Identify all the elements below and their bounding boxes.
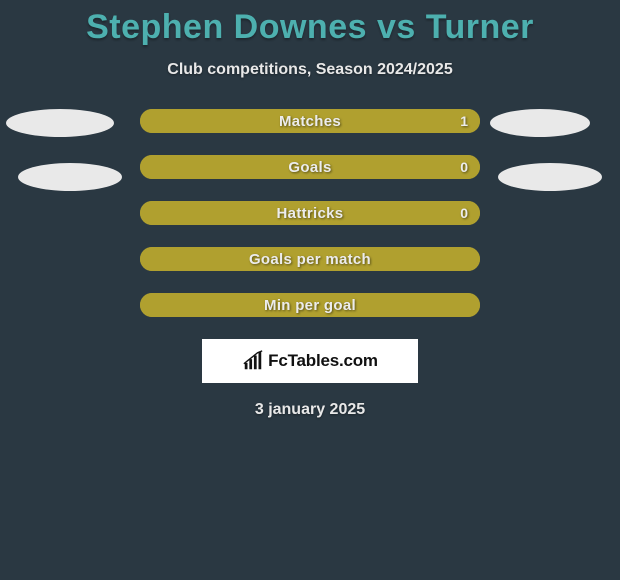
subtitle: Club competitions, Season 2024/2025 bbox=[0, 61, 620, 79]
player-photo-placeholder bbox=[6, 109, 114, 137]
page-title: Stephen Downes vs Turner bbox=[0, 0, 620, 47]
stat-row: Goals0 bbox=[140, 155, 480, 179]
date-label: 3 january 2025 bbox=[0, 401, 620, 419]
player-photo-placeholder bbox=[490, 109, 590, 137]
stat-label: Goals per match bbox=[140, 247, 480, 271]
stat-value: 0 bbox=[460, 201, 468, 225]
stat-value: 1 bbox=[460, 109, 468, 133]
fctables-logo: FcTables.com bbox=[202, 339, 418, 383]
stat-label: Goals bbox=[140, 155, 480, 179]
comparison-chart: Matches1Goals0Hattricks0Goals per matchM… bbox=[0, 109, 620, 317]
stat-label: Min per goal bbox=[140, 293, 480, 317]
stat-row: Hattricks0 bbox=[140, 201, 480, 225]
stat-row: Goals per match bbox=[140, 247, 480, 271]
stat-value: 0 bbox=[460, 155, 468, 179]
stat-row: Min per goal bbox=[140, 293, 480, 317]
player-photo-placeholder bbox=[18, 163, 122, 191]
stat-label: Hattricks bbox=[140, 201, 480, 225]
player-photo-placeholder bbox=[498, 163, 602, 191]
stat-row: Matches1 bbox=[140, 109, 480, 133]
stat-label: Matches bbox=[140, 109, 480, 133]
logo-text: FcTables.com bbox=[268, 351, 378, 371]
bar-chart-icon bbox=[242, 350, 264, 372]
